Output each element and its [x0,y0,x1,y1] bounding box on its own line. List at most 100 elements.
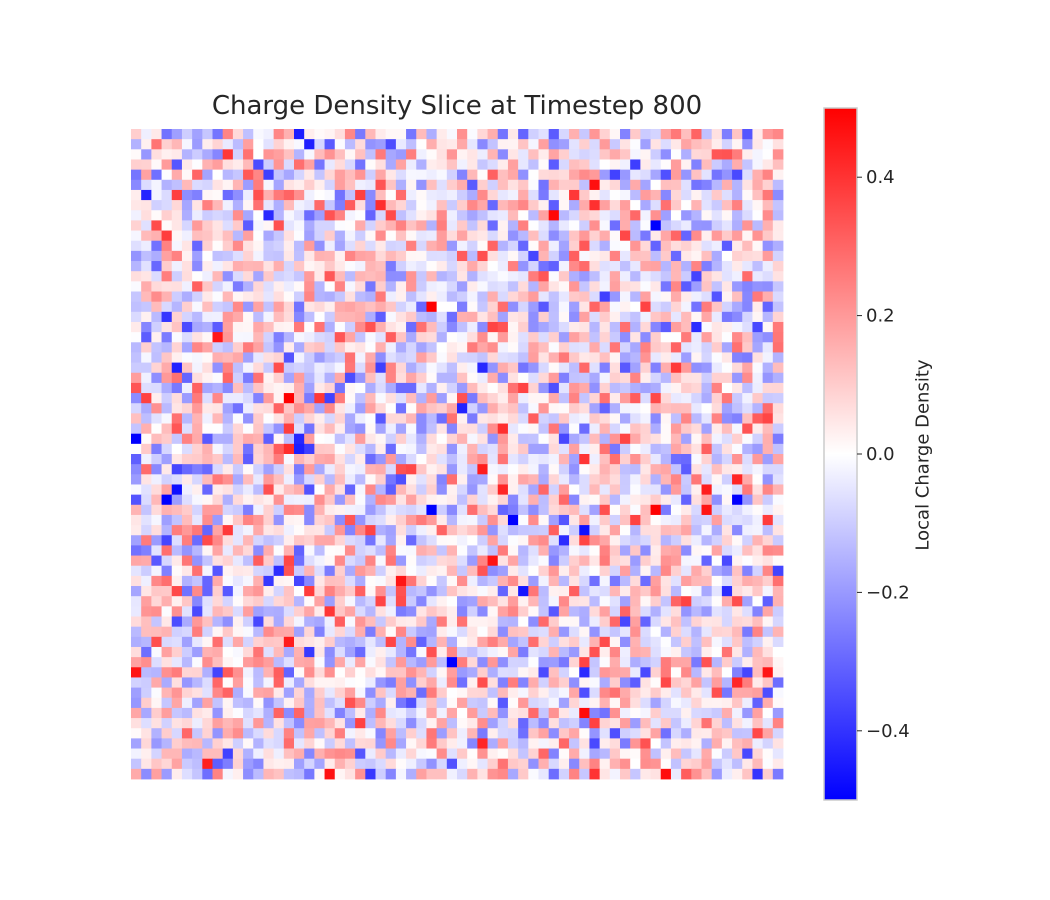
heatmap-cell [232,169,244,181]
heatmap-cell [650,697,662,709]
heatmap-cell [243,667,254,678]
heatmap-cell [294,555,305,567]
heatmap-cell [344,575,356,587]
heatmap-cell [538,748,550,760]
heatmap-cell [732,352,743,363]
heatmap-cell [538,454,550,465]
heatmap-cell [487,738,499,749]
heatmap-cell [732,697,743,709]
heatmap-cell [650,758,662,770]
heatmap-cell [691,606,702,617]
heatmap-cell [497,382,509,394]
heatmap-cell [579,423,590,435]
heatmap-cell [538,129,550,140]
heatmap-cell [762,646,774,658]
heatmap-cell [161,443,173,455]
heatmap-cell [772,687,784,699]
heatmap-cell [701,240,713,252]
heatmap-cell [202,636,213,648]
heatmap-cell [273,514,285,526]
heatmap-cell [446,575,458,587]
heatmap-cell [528,189,539,201]
heatmap-cell [640,311,651,323]
heatmap-cell [640,433,651,445]
heatmap-cell [181,454,193,465]
heatmap-cell [375,616,387,628]
heatmap-cell [467,667,478,678]
heatmap-cell [253,464,264,475]
heatmap-cell [365,271,376,282]
heatmap-cell [446,362,458,374]
heatmap-cell [650,311,662,323]
heatmap-cell [640,179,651,191]
heatmap-cell [732,179,743,191]
heatmap-cell [446,179,458,191]
heatmap-cell [670,768,682,780]
heatmap-cell [232,464,244,475]
heatmap-cell [243,169,254,181]
heatmap-cell [375,149,387,160]
heatmap-cell [721,575,733,587]
heatmap-cell [497,261,509,272]
heatmap-cell [487,565,499,577]
heatmap-cell [355,748,366,760]
heatmap-cell [497,423,509,435]
heatmap-cell [762,535,774,546]
heatmap-cell [324,728,336,739]
heatmap-cell [436,667,448,678]
heatmap-cell [324,606,336,617]
heatmap-cell [222,707,234,719]
heatmap-cell [711,646,723,658]
heatmap-cell [670,677,682,688]
heatmap-cell [528,514,539,526]
heatmap-cell [283,586,295,597]
heatmap-cell [528,768,539,780]
heatmap-cell [528,433,539,445]
heatmap-cell [395,697,407,709]
heatmap-cell [365,382,376,394]
heatmap-cell [507,220,519,231]
heatmap-cell [732,129,743,140]
heatmap-cell [446,494,458,506]
heatmap-cell [385,342,397,353]
heatmap-cell [294,728,305,739]
heatmap-cell [406,697,417,709]
heatmap-cell [507,748,519,760]
heatmap-cell [497,321,509,333]
heatmap-cell [457,159,468,171]
heatmap-cell [273,443,285,455]
heatmap-cell [436,210,448,221]
heatmap-cell [721,525,733,536]
heatmap-cell [538,626,550,638]
heatmap-cell [538,301,550,313]
heatmap-cell [558,586,570,597]
heatmap-cell [548,321,560,333]
heatmap-cell [497,332,509,343]
heatmap-cell [334,555,346,567]
heatmap-cell [202,149,213,160]
heatmap-cell [569,332,580,343]
heatmap-cell [406,687,417,699]
heatmap-cell [141,768,152,780]
heatmap-cell [609,758,621,770]
heatmap-cell [772,342,784,353]
heatmap-cell [732,525,743,536]
heatmap-cell [538,504,550,516]
heatmap-cell [375,281,387,292]
heatmap-cell [467,200,478,211]
heatmap-cell [324,667,336,678]
heatmap-cell [630,525,641,536]
heatmap-cell [620,149,631,160]
heatmap-cell [181,514,193,526]
heatmap-cell [192,423,203,435]
heatmap-cell [589,271,601,282]
heatmap-cell [253,321,264,333]
heatmap-cell [711,301,723,313]
heatmap-cell [660,362,672,374]
heatmap-cell [314,210,325,221]
heatmap-cell [477,159,488,171]
heatmap-cell [457,555,468,567]
heatmap-cell [416,342,427,353]
heatmap-cell [589,514,601,526]
heatmap-cell [518,382,529,394]
